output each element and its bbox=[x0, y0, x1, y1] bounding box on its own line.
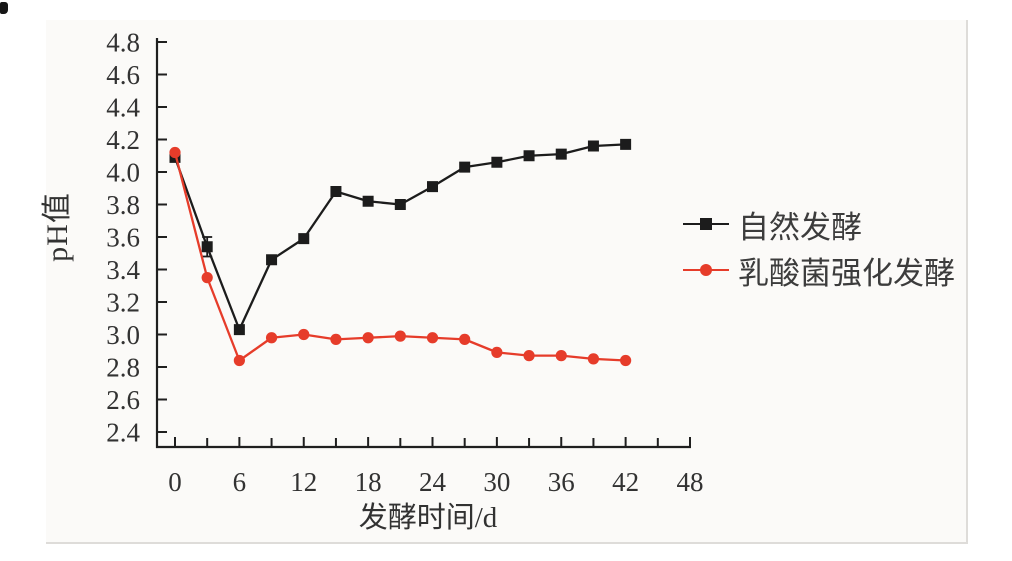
legend-circle-marker-icon bbox=[683, 263, 729, 277]
data-marker-circle bbox=[362, 332, 374, 344]
data-marker-circle bbox=[426, 332, 439, 344]
x-tick-label: 0 bbox=[168, 467, 182, 497]
x-tick-label: 24 bbox=[419, 467, 447, 497]
data-marker-circle bbox=[394, 330, 406, 342]
data-marker-square bbox=[394, 199, 406, 210]
data-marker-square bbox=[362, 195, 374, 207]
scan-artifact-mark bbox=[0, 2, 8, 14]
data-marker-square bbox=[459, 161, 471, 173]
data-marker-square bbox=[266, 254, 278, 266]
scan-background bbox=[46, 20, 968, 544]
y-tick-label: 3.8 bbox=[106, 190, 140, 220]
legend-item-enhanced: 乳酸菌强化发酵 bbox=[683, 249, 955, 291]
data-marker-circle bbox=[523, 350, 535, 362]
y-tick-label: 4.0 bbox=[106, 158, 140, 188]
x-tick-label: 48 bbox=[677, 467, 704, 497]
data-marker-circle bbox=[169, 146, 181, 159]
y-tick-label: 3.2 bbox=[106, 288, 140, 318]
legend-square-marker-icon bbox=[683, 217, 729, 231]
y-tick-label: 4.4 bbox=[106, 93, 140, 123]
data-marker-circle bbox=[459, 333, 471, 345]
y-tick-label: 2.6 bbox=[106, 385, 140, 415]
legend-label-enhanced: 乳酸菌强化发酵 bbox=[738, 255, 955, 291]
y-tick-label: 2.4 bbox=[106, 418, 140, 448]
series-line-natural bbox=[173, 143, 626, 331]
x-tick-label: 42 bbox=[612, 467, 639, 497]
data-marker-circle bbox=[233, 354, 245, 367]
data-marker-circle bbox=[587, 353, 600, 365]
data-marker-square bbox=[233, 324, 245, 336]
data-marker-circle bbox=[201, 272, 213, 284]
x-axis-title: 发酵时间/d bbox=[358, 502, 498, 534]
legend: 自然发酵 乳酸菌强化发酵 bbox=[683, 203, 955, 295]
data-marker-square bbox=[330, 186, 342, 197]
y-tick-label: 3.4 bbox=[106, 255, 140, 285]
x-tick-label: 6 bbox=[233, 467, 247, 497]
y-axis-title: pH值 bbox=[41, 192, 74, 262]
data-marker-circle bbox=[620, 354, 632, 367]
y-tick-label: 4.8 bbox=[106, 28, 140, 58]
data-marker-square bbox=[523, 150, 535, 162]
data-marker-circle bbox=[491, 346, 503, 358]
x-tick-label: 12 bbox=[290, 467, 317, 497]
data-marker-square bbox=[491, 156, 503, 168]
legend-item-natural: 自然发酵 bbox=[683, 203, 955, 245]
data-marker-square bbox=[587, 140, 599, 152]
data-marker-circle bbox=[330, 333, 342, 345]
legend-label-natural: 自然发酵 bbox=[738, 209, 862, 245]
y-tick-label: 4.6 bbox=[106, 60, 140, 90]
data-marker-square bbox=[620, 138, 632, 150]
data-marker-square bbox=[201, 241, 213, 253]
x-tick-label: 30 bbox=[483, 467, 510, 497]
data-marker-square bbox=[298, 233, 310, 245]
y-tick-label: 4.2 bbox=[106, 125, 140, 155]
y-tick-label: 3.6 bbox=[106, 223, 140, 253]
data-marker-circle bbox=[265, 332, 278, 344]
y-tick-label: 2.8 bbox=[106, 353, 140, 383]
data-marker-square bbox=[555, 148, 567, 160]
x-tick-label: 18 bbox=[355, 467, 382, 497]
data-marker-circle bbox=[555, 350, 567, 362]
y-tick-label: 3.0 bbox=[106, 320, 140, 350]
data-marker-square bbox=[427, 181, 438, 193]
x-tick-label: 36 bbox=[548, 467, 575, 497]
data-marker-circle bbox=[298, 328, 310, 341]
